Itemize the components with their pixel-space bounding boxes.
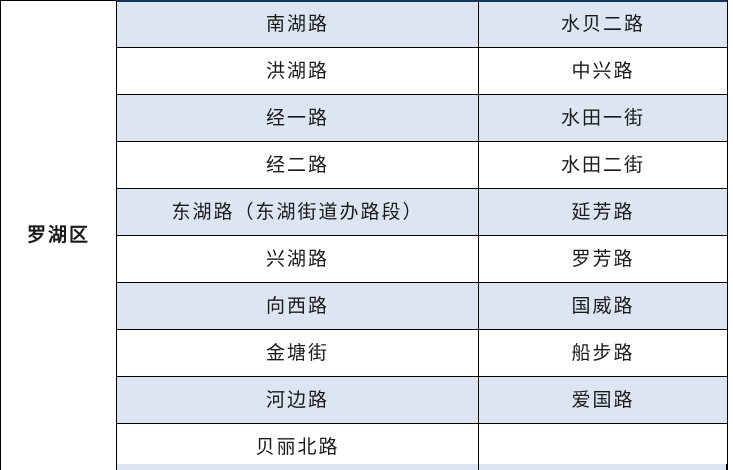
- road-a-cell: 东湖路（东湖街道办路段）: [116, 188, 479, 236]
- road-b-cell: 船步路: [478, 329, 728, 377]
- road-a-cell: 南湖路: [116, 0, 479, 48]
- table-row: 贝丽北路: [1, 423, 728, 470]
- road-b-cell: 国威路: [478, 282, 728, 330]
- road-a-cell: 向西路: [116, 282, 479, 330]
- road-b-cell: 罗芳路: [478, 235, 728, 283]
- table-row: 金塘街 船步路: [1, 329, 728, 377]
- clipped-next-row: [0, 464, 727, 470]
- road-a-cell: 经二路: [116, 141, 479, 189]
- road-a-cell: 经一路: [116, 94, 479, 142]
- road-b-cell: 水田一街: [478, 94, 728, 142]
- clipped-road-b-cell: [478, 464, 727, 470]
- district-cell: 罗湖区: [0, 0, 117, 470]
- clipped-district-cell: [0, 464, 117, 470]
- road-b-cell: [478, 423, 728, 470]
- table-row: 兴湖路 罗芳路: [1, 235, 728, 283]
- table-top-rule: [116, 0, 727, 2]
- road-b-cell: 水田二街: [478, 141, 728, 189]
- road-b-cell: 爱国路: [478, 376, 728, 424]
- road-b-cell: 中兴路: [478, 47, 728, 95]
- table-row: 向西路 国威路: [1, 282, 728, 330]
- road-a-cell: 兴湖路: [116, 235, 479, 283]
- table-row: 东湖路（东湖街道办路段） 延芳路: [1, 188, 728, 236]
- road-a-cell: 洪湖路: [116, 47, 479, 95]
- road-b-cell: 水贝二路: [478, 0, 728, 48]
- table-row: 河边路 爱国路: [1, 376, 728, 424]
- road-a-cell: 河边路: [116, 376, 479, 424]
- table-row: 经二路 水田二街: [1, 141, 728, 189]
- road-a-cell: 金塘街: [116, 329, 479, 377]
- table-row: 洪湖路 中兴路: [1, 47, 728, 95]
- road-b-cell: 延芳路: [478, 188, 728, 236]
- clipped-road-a-cell: [116, 464, 479, 470]
